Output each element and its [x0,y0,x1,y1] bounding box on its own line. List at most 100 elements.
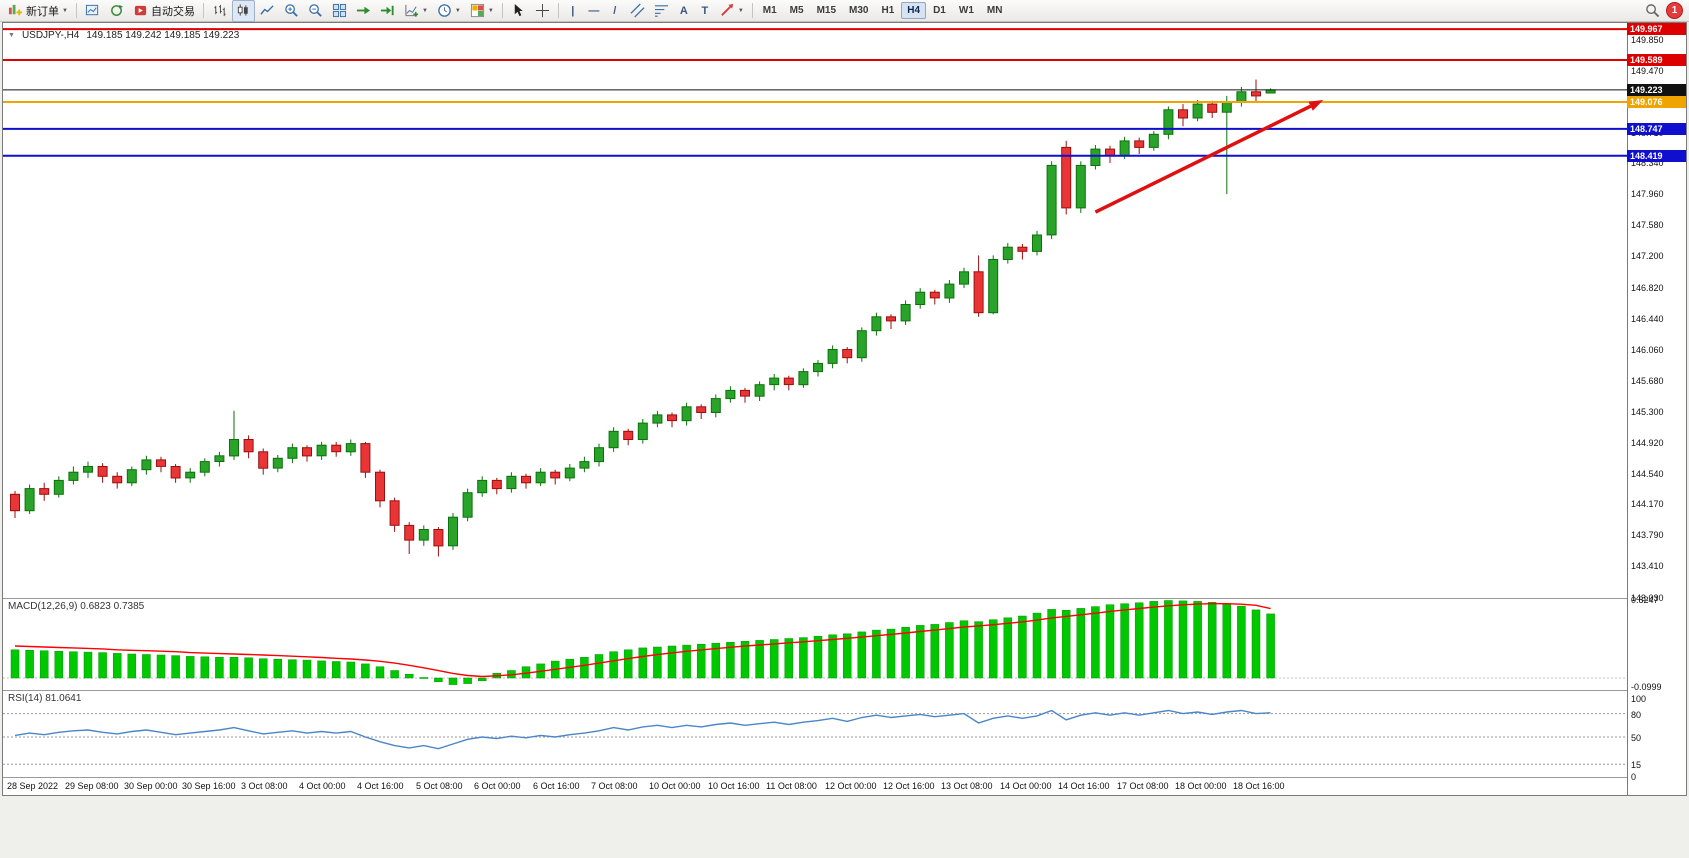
symbol-period-label: USDJPY-,H4 [21,30,80,41]
macd-panel-canvas[interactable] [3,599,1627,689]
rsi-panel-canvas[interactable] [3,691,1627,777]
crosshair-button[interactable] [531,0,554,22]
channel-tool-button[interactable] [626,0,649,22]
candle-body [1251,91,1261,97]
trendline-tool-button[interactable]: / [605,0,625,22]
chevron-down-icon: ▼ [454,7,461,14]
price-tag: 149.967 [1627,23,1686,35]
candle-body [579,461,590,469]
time-axis-label: 10 Oct 00:00 [649,781,701,791]
rsi-indicator-label: RSI(14) 81.0641 [8,693,82,704]
zoom-out-button[interactable] [304,0,327,22]
macd-histogram-bar [1149,601,1159,679]
cursor-button[interactable] [507,0,530,22]
price-axis-label: 143.790 [1631,530,1664,540]
price-axis-label: 147.200 [1631,251,1664,261]
timeframe-m30-button[interactable]: M30 [849,5,869,16]
toolbar-right: 1 [1645,2,1685,19]
chevron-down-icon: ▼ [421,7,428,14]
price-axis-label: 149.850 [1631,35,1664,45]
candle-body [696,406,707,413]
time-axis-label: 14 Oct 00:00 [1000,781,1052,791]
price-tag: 148.747 [1627,123,1686,135]
macd-histogram-bar [799,637,808,679]
panel-divider[interactable] [3,690,1627,691]
text-label-icon: T [701,4,709,17]
price-tag: 149.589 [1627,54,1686,66]
candle-body [1061,146,1072,209]
macd-histogram-bar [988,619,998,679]
macd-histogram-bar [945,622,954,679]
candlestick-mode-button[interactable] [231,0,255,22]
panel-divider[interactable] [3,598,1627,599]
timeframe-d1-button[interactable]: D1 [933,5,946,16]
timeframe-m15-button[interactable]: M15 [816,5,837,16]
cycle-profiles-button[interactable] [105,0,128,22]
macd-histogram-bar [915,625,925,679]
time-axis-label: 30 Sep 00:00 [124,781,178,791]
candle-body [287,447,298,459]
text-label-tool-button[interactable]: T [695,0,715,22]
timeframe-h4-button[interactable]: H4 [901,2,927,19]
price-chart-canvas[interactable] [3,28,1627,599]
price-axis-label: 145.680 [1631,376,1664,386]
indicators-button[interactable]: ▼ [400,0,432,22]
timeframe-h1-button[interactable]: H1 [881,5,895,16]
macd-histogram-bar [842,633,852,679]
macd-histogram-bar [974,621,983,679]
trend-arrow-head[interactable] [1308,100,1324,111]
tile-windows-button[interactable] [328,0,351,22]
auto-scroll-button[interactable] [352,0,375,22]
bar-chart-mode-button[interactable] [208,0,231,22]
chevron-down-icon: ▼ [487,7,494,14]
macd-axis-label: -0.0999 [1631,682,1662,692]
candle-body [389,500,400,526]
timeframe-m1-button[interactable]: M1 [762,5,777,16]
search-icon[interactable] [1645,3,1660,18]
rsi-axis-label: 15 [1631,760,1642,770]
horizontal-line-tool-button[interactable]: — [584,0,604,22]
candle-body [1046,164,1057,236]
macd-histogram-bar [477,677,487,682]
candle-body [141,459,152,471]
toolbar: 新订单 ▼ 自动交易 [0,0,1689,22]
chart-shift-button[interactable] [376,0,399,22]
timeframe-w1-button[interactable]: W1 [958,5,974,16]
new-order-button[interactable]: 新订单 ▼ [4,0,72,22]
candle-body [842,349,853,359]
autotrading-button[interactable]: 自动交易 [129,0,199,22]
trend-arrow-line[interactable] [1094,104,1312,214]
fibonacci-tool-button[interactable] [650,0,673,22]
window-menu-icon[interactable]: ▼ [8,32,15,39]
notification-badge[interactable]: 1 [1666,2,1683,19]
cursor-icon [514,3,523,17]
macd-histogram-bar [171,655,180,679]
templates-button[interactable]: ▼ [466,0,498,22]
axis-border [1627,23,1628,795]
new-chart-button[interactable] [81,0,104,22]
candle-body [754,384,765,397]
price-axis[interactable]: 149.850149.470149.090148.710148.340147.9… [1627,22,1688,795]
macd-histogram-bar [390,670,399,679]
candle-body [433,529,444,547]
line-chart-mode-button[interactable] [256,0,279,22]
timeframe-m5-button[interactable]: M5 [789,5,804,16]
price-axis-label: 149.470 [1631,66,1664,76]
text-tool-button[interactable]: A [674,0,694,22]
time-axis[interactable]: 28 Sep 2022 29 Sep 08:00 30 Sep 00:00 30 Se… [3,779,1627,795]
candle-body [1192,103,1203,119]
macd-histogram-bar [142,654,151,679]
periods-button[interactable]: ▼ [433,0,465,22]
vertical-line-tool-button[interactable]: | [563,0,583,22]
arrows-tool-button[interactable]: ▼ [716,0,748,22]
time-axis-label: 10 Oct 16:00 [708,781,760,791]
candle-body [667,414,677,422]
candle-body [783,377,794,386]
candle-body [418,529,429,541]
cycle-icon [111,4,124,16]
zoom-in-button[interactable] [280,0,303,22]
price-tag: 149.076 [1627,96,1686,108]
price-axis-label: 143.030 [1631,593,1664,603]
timeframe-mn-button[interactable]: MN [986,5,1003,16]
timeframe-group: M1 M5 M15 M30 H1 H4 D1 W1 MN [757,2,1009,19]
